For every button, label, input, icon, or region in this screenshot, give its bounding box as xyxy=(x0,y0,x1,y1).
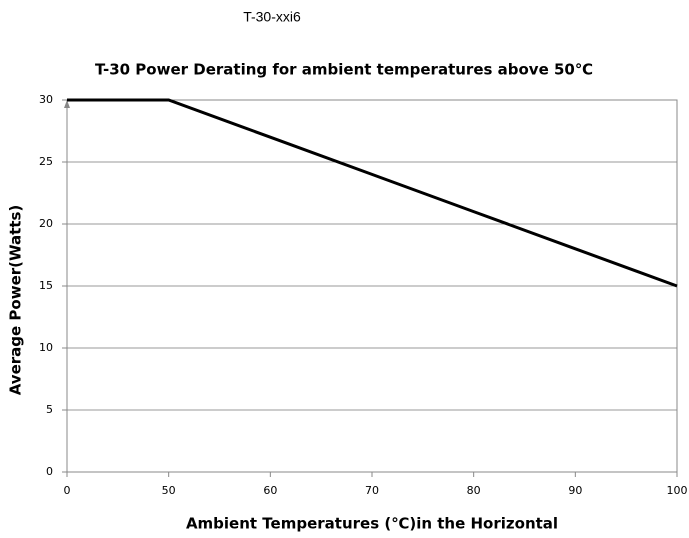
x-tick-label: 50 xyxy=(162,484,176,497)
y-tick-label: 10 xyxy=(39,341,53,354)
y-tick-label: 25 xyxy=(39,155,53,168)
y-tick-label: 20 xyxy=(39,217,53,230)
y-axis-label: Average Power(Watts) xyxy=(7,205,25,396)
x-tick-label: 70 xyxy=(365,484,379,497)
y-tick-label: 0 xyxy=(46,465,53,478)
x-tick-label: 0 xyxy=(64,484,71,497)
chart-title: T-30 Power Derating for ambient temperat… xyxy=(95,61,593,79)
x-axis-label: Ambient Temperatures (℃)in the Horizonta… xyxy=(186,515,558,533)
x-tick-label: 60 xyxy=(263,484,277,497)
y-tick-label: 5 xyxy=(46,403,53,416)
page-header: T-30-xxi6 xyxy=(243,9,301,25)
x-tick-label: 90 xyxy=(568,484,582,497)
x-tick-label: 80 xyxy=(467,484,481,497)
y-tick-label: 30 xyxy=(39,93,53,106)
data-line xyxy=(67,98,678,288)
y-tick-label: 15 xyxy=(39,279,53,292)
x-tick-label: 100 xyxy=(667,484,688,497)
